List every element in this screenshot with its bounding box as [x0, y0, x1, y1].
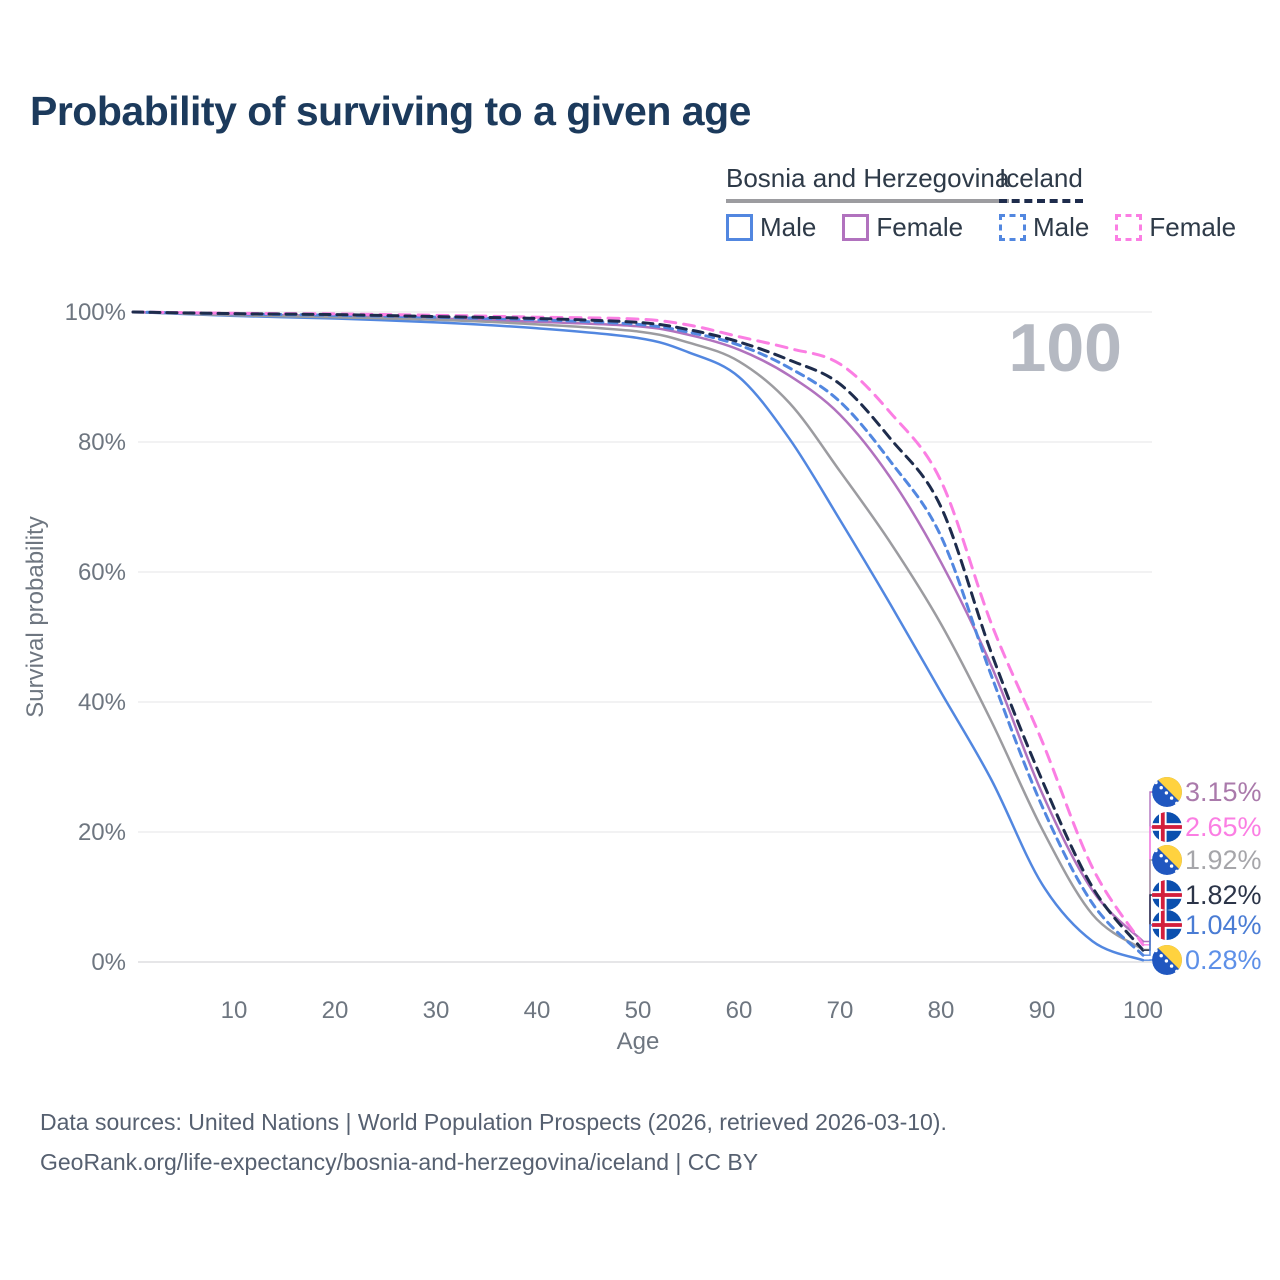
end-label-connector — [1143, 894, 1153, 951]
series-line-bosnia-and-herzegovina-female[interactable] — [131, 310, 1145, 943]
x-tick-label: 20 — [322, 997, 349, 1024]
age-watermark: 100 — [1009, 310, 1122, 386]
y-tick-label: 80% — [78, 429, 126, 456]
x-tick-label: 50 — [625, 997, 652, 1024]
end-label-connector — [1143, 924, 1153, 956]
x-tick-label: 40 — [524, 997, 551, 1024]
end-label-connector — [1143, 859, 1153, 951]
end-label-connector — [1143, 826, 1153, 946]
legend-item-iceland-female[interactable]: Female — [1115, 212, 1236, 243]
chart-footer: Data sources: United Nations | World Pop… — [40, 1102, 1220, 1182]
end-value-label-iceland-both-sexes[interactable]: 1.82% — [1185, 880, 1262, 910]
x-tick-label: 30 — [423, 997, 450, 1024]
x-tick-label: 10 — [221, 997, 248, 1024]
bosnia-and-herzegovina-flag-icon — [1152, 945, 1182, 975]
end-marker-iceland-both-sexes[interactable] — [1152, 880, 1182, 910]
series-line-iceland-both-sexes[interactable] — [131, 310, 1145, 952]
legend-item-bosnia-female[interactable]: Female — [842, 212, 963, 243]
y-tick-label: 0% — [91, 949, 126, 976]
end-marker-bosnia-and-herzegovina-male[interactable] — [1152, 945, 1182, 975]
end-value-label-iceland-female[interactable]: 2.65% — [1185, 812, 1262, 842]
x-tick-label: 70 — [827, 997, 854, 1024]
y-tick-label: 100% — [65, 299, 126, 326]
attribution-text: GeoRank.org/life-expectancy/bosnia-and-h… — [40, 1149, 759, 1175]
solid-line-swatch-icon — [842, 214, 870, 241]
iceland-flag-icon — [1152, 910, 1182, 940]
y-axis-title: Survival probability — [22, 516, 49, 717]
series-line-iceland-female[interactable] — [131, 310, 1145, 947]
end-value-label-iceland-male[interactable]: 1.04% — [1185, 910, 1262, 940]
page-title: Probability of surviving to a given age — [30, 88, 751, 134]
legend-country-bosnia-and-herzegovina[interactable]: Bosnia and Herzegovina — [726, 163, 1010, 203]
end-value-label-bosnia-and-herzegovina-male[interactable]: 0.28% — [1185, 945, 1262, 975]
x-tick-label: 90 — [1029, 997, 1056, 1024]
legend-item-iceland-male[interactable]: Male — [999, 212, 1089, 243]
bosnia-and-herzegovina-flag-icon — [1152, 777, 1182, 807]
series-line-bosnia-and-herzegovina-both-sexes[interactable] — [131, 310, 1145, 951]
dashed-line-swatch-icon — [1115, 214, 1143, 241]
y-tick-label: 60% — [78, 559, 126, 586]
end-marker-iceland-male[interactable] — [1152, 910, 1182, 940]
legend-item-bosnia-male[interactable]: Male — [726, 212, 816, 243]
iceland-flag-icon — [1152, 812, 1182, 842]
end-marker-iceland-female[interactable] — [1152, 812, 1182, 842]
legend-item-label: Female — [1149, 212, 1237, 242]
legend-item-label: Male — [760, 212, 817, 242]
end-label-connector — [1143, 791, 1153, 943]
y-tick-label: 40% — [78, 689, 126, 716]
legend-items-bosnia: Male Female — [726, 212, 1009, 243]
legend-group-bosnia-and-herzegovina: Bosnia and Herzegovina Male Female — [726, 163, 1010, 243]
legend-item-label: Male — [1033, 212, 1090, 242]
series-line-iceland-male[interactable] — [131, 310, 1145, 957]
legend-country-iceland[interactable]: Iceland — [999, 163, 1083, 203]
data-sources-text: Data sources: United Nations | World Pop… — [40, 1109, 947, 1135]
series-line-bosnia-and-herzegovina-male[interactable] — [131, 310, 1145, 962]
iceland-flag-icon — [1152, 880, 1182, 910]
end-marker-bosnia-and-herzegovina-female[interactable] — [1152, 777, 1182, 807]
x-tick-label: 80 — [928, 997, 955, 1024]
y-tick-label: 20% — [78, 819, 126, 846]
end-value-label-bosnia-and-herzegovina-both-sexes[interactable]: 1.92% — [1185, 845, 1262, 875]
legend-items-iceland: Male Female — [999, 212, 1236, 243]
x-axis-title: Age — [617, 1028, 660, 1055]
legend-group-iceland: Iceland Male Female — [999, 163, 1236, 243]
dashed-line-swatch-icon — [999, 214, 1026, 241]
x-tick-label: 60 — [726, 997, 753, 1024]
x-tick-label: 100 — [1123, 997, 1163, 1024]
bosnia-and-herzegovina-flag-icon — [1152, 845, 1182, 875]
end-marker-bosnia-and-herzegovina-both-sexes[interactable] — [1152, 845, 1182, 875]
legend-item-label: Female — [876, 212, 964, 242]
solid-line-swatch-icon — [726, 214, 753, 241]
end-value-label-bosnia-and-herzegovina-female[interactable]: 3.15% — [1185, 777, 1262, 807]
